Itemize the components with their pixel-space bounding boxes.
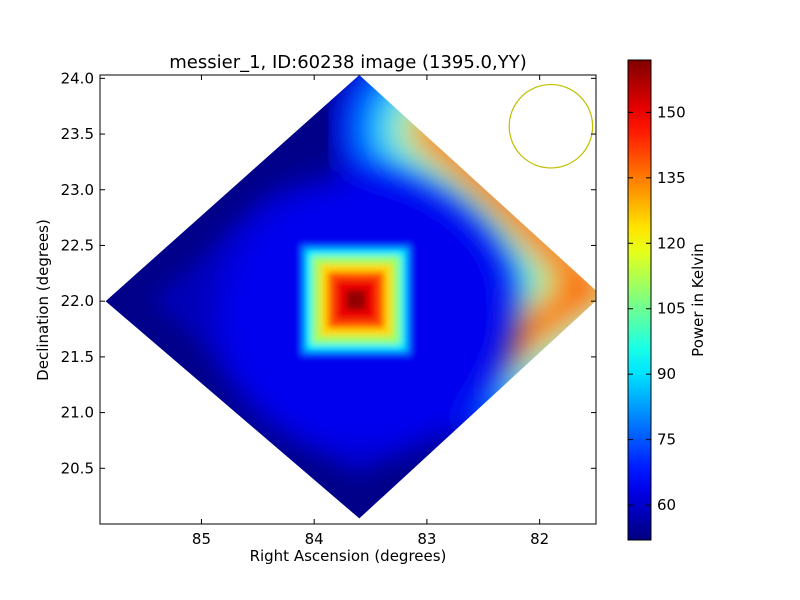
chart-title: messier_1, ID:60238 image (1395.0,YY): [169, 52, 526, 73]
colorbar-gradient: [628, 60, 651, 540]
colorbar-tick-label: 105: [657, 300, 686, 318]
y-tick-label: 24.0: [61, 69, 94, 87]
x-tick-label: 84: [305, 530, 324, 548]
beam-circle: [508, 83, 594, 169]
y-tick-label: 23.0: [61, 181, 94, 199]
colorbar-tick-label: 135: [657, 169, 686, 187]
y-axis-ticks: 20.5 21.0 21.5 22.0 22.5 23.0 23.5 24.0: [61, 69, 596, 477]
y-tick-label: 21.0: [61, 404, 94, 422]
colorbar-frame: [627, 59, 652, 541]
y-tick-label: 20.5: [61, 459, 94, 477]
colorbar-tick-label: 120: [657, 234, 686, 252]
central-source: [299, 244, 412, 357]
axes-frame: [99, 74, 597, 525]
colorbar-tick-label: 75: [657, 431, 676, 449]
colorbar-ticks: 60 75 90 105 120 135 150: [628, 103, 686, 514]
y-axis-label: Declination (degrees): [34, 219, 52, 381]
y-tick-label: 21.5: [61, 348, 94, 366]
x-tick-label: 85: [192, 530, 211, 548]
colorbar: 60 75 90 105 120 135 150 Power in Kelvin: [627, 59, 707, 541]
colorbar-tick-label: 90: [657, 365, 676, 383]
colorbar-tick-label: 60: [657, 496, 676, 514]
x-axis-label: Right Ascension (degrees): [250, 547, 447, 565]
plot-area: 85 84 83 82 20.5 21.0 21.5 22.0 22.5 23.0 23.5 24.…: [61, 69, 597, 548]
colorbar-tick-label: 150: [657, 103, 686, 121]
x-tick-label: 83: [417, 530, 436, 548]
x-axis-ticks: 85 84 83 82: [192, 75, 549, 548]
colorbar-label: Power in Kelvin: [689, 243, 707, 357]
x-tick-label: 82: [530, 530, 549, 548]
y-tick-label: 22.0: [61, 292, 94, 310]
y-tick-label: 23.5: [61, 125, 94, 143]
y-tick-label: 22.5: [61, 236, 94, 254]
